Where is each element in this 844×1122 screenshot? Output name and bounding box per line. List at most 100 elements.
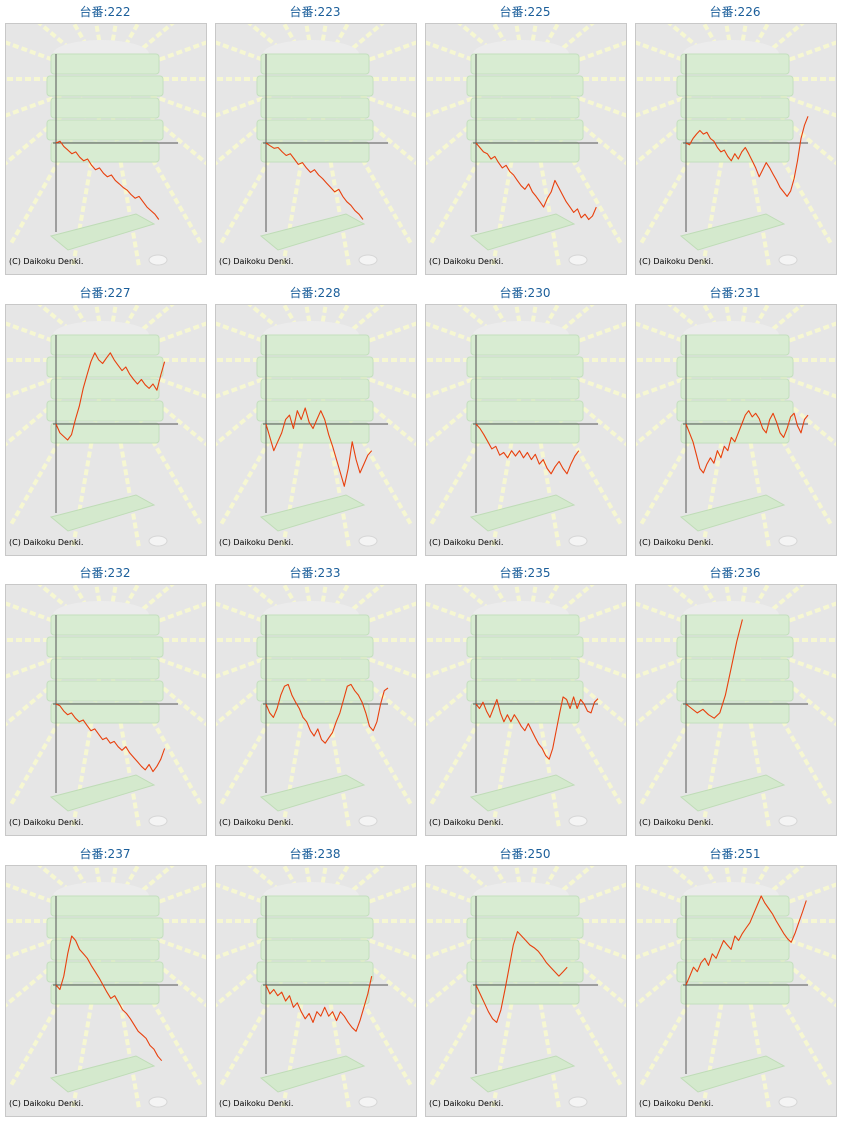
medal-box	[466, 356, 584, 377]
chart-title-link[interactable]: 台番:225	[499, 5, 551, 19]
medal-box	[50, 983, 160, 1004]
machine-watermark	[636, 585, 836, 828]
chart-title-link[interactable]: 台番:230	[499, 285, 551, 300]
series-line	[685, 619, 743, 719]
chart-panel: (C) Daikoku Denki.	[425, 584, 627, 836]
chart-title-link[interactable]: 台番:236	[709, 566, 761, 580]
chart-title-link[interactable]: 台番:222	[79, 5, 131, 19]
chart-title-link[interactable]: 台番:232	[79, 566, 131, 580]
machine-watermark	[216, 304, 416, 547]
medal-box	[680, 614, 790, 636]
medal-tray	[259, 1054, 366, 1093]
copyright-text: (C) Daikoku Denki.	[9, 537, 84, 547]
chart-cell: 台番:228 (C) Daikoku Denki.	[210, 281, 420, 561]
copyright-text: (C) Daikoku Denki.	[639, 1098, 714, 1108]
medal-tray	[49, 493, 156, 532]
chart-panel: (C) Daikoku Denki.	[215, 584, 417, 836]
medal-tray	[679, 493, 786, 532]
medal-box	[256, 961, 374, 982]
chart-title-link[interactable]: 台番:233	[289, 566, 341, 580]
medal-box	[676, 400, 794, 421]
series-line	[685, 116, 809, 197]
medal-tray	[469, 1054, 576, 1093]
chart-title-link[interactable]: 台番:223	[289, 5, 341, 19]
copyright-text: (C) Daikoku Denki.	[219, 1098, 294, 1108]
chart-cell: 台番:223 (C) Daikoku Denki.	[210, 0, 420, 280]
medal-tray	[259, 774, 366, 812]
chart-cell: 台番:236 (C) Daikoku Denki.	[630, 561, 840, 841]
medal-box	[50, 378, 160, 399]
chart-cell: 台番:222 (C) Daikoku Denki.	[0, 0, 210, 280]
machine-watermark	[636, 304, 836, 547]
medal-box	[470, 939, 580, 960]
chart-panel: (C) Daikoku Denki.	[5, 303, 207, 556]
chart-panel: (C) Daikoku Denki.	[5, 584, 207, 836]
coin	[148, 535, 168, 546]
chart-title-link[interactable]: 台番:227	[79, 285, 131, 300]
chart-svg	[6, 585, 206, 828]
series-line	[265, 683, 389, 744]
chart-svg	[216, 304, 416, 547]
machine-watermark	[426, 24, 626, 267]
medal-box	[466, 636, 584, 658]
medal-box	[470, 702, 580, 724]
copyright-text: (C) Daikoku Denki.	[219, 537, 294, 547]
chart-svg	[426, 304, 626, 547]
chart-title-link[interactable]: 台番:228	[289, 285, 341, 300]
chart-title-link[interactable]: 台番:231	[709, 285, 761, 300]
medal-box	[676, 917, 794, 938]
medal-box	[680, 895, 790, 916]
medal-box	[50, 895, 160, 916]
chart-svg	[216, 585, 416, 828]
chart-svg	[636, 865, 836, 1108]
series-line	[55, 703, 166, 773]
chart-title-link[interactable]: 台番:251	[709, 846, 761, 861]
medal-box	[46, 75, 164, 97]
chart-panel: (C) Daikoku Denki.	[635, 864, 837, 1117]
medal-box	[50, 141, 160, 163]
chart-cell: 台番:237 (C) Daikoku Denki.	[0, 842, 210, 1122]
chart-title-link[interactable]: 台番:238	[289, 846, 341, 861]
medal-box	[676, 119, 794, 141]
chart-svg	[426, 865, 626, 1108]
coin	[148, 254, 168, 266]
medal-box	[260, 939, 370, 960]
machine-watermark	[216, 585, 416, 828]
series-line	[475, 423, 580, 474]
medal-box	[50, 658, 160, 680]
medal-box	[50, 53, 160, 75]
copyright-text: (C) Daikoku Denki.	[9, 1098, 84, 1108]
chart-cell: 台番:225 (C) Daikoku Denki.	[420, 0, 630, 280]
chart-title-link[interactable]: 台番:235	[499, 566, 551, 580]
medal-box	[50, 334, 160, 355]
machine-watermark	[426, 865, 626, 1108]
coin	[358, 1096, 378, 1107]
medal-box	[256, 75, 374, 97]
medal-box	[46, 917, 164, 938]
medal-box	[260, 614, 370, 636]
chart-panel: (C) Daikoku Denki.	[635, 303, 837, 556]
medal-box	[470, 141, 580, 163]
chart-svg	[6, 304, 206, 547]
copyright-text: (C) Daikoku Denki.	[219, 818, 294, 827]
medal-tray	[259, 493, 366, 532]
chart-panel: (C) Daikoku Denki.	[425, 303, 627, 556]
medal-box	[256, 917, 374, 938]
copyright-text: (C) Daikoku Denki.	[639, 537, 714, 547]
chart-title-link[interactable]: 台番:237	[79, 846, 131, 861]
coin	[148, 1096, 168, 1107]
medal-box	[676, 636, 794, 658]
chart-title-link[interactable]: 台番:250	[499, 846, 551, 861]
copyright-text: (C) Daikoku Denki.	[9, 818, 84, 827]
medal-box	[680, 658, 790, 680]
medal-tray	[49, 213, 156, 251]
series-line	[475, 696, 599, 760]
chart-title-link[interactable]: 台番:226	[709, 5, 761, 19]
copyright-text: (C) Daikoku Denki.	[9, 257, 84, 266]
series-line	[55, 934, 163, 1061]
series-line	[55, 140, 160, 220]
chart-svg	[636, 585, 836, 828]
coin	[568, 535, 588, 546]
medal-box	[260, 895, 370, 916]
machine-watermark	[6, 585, 206, 828]
